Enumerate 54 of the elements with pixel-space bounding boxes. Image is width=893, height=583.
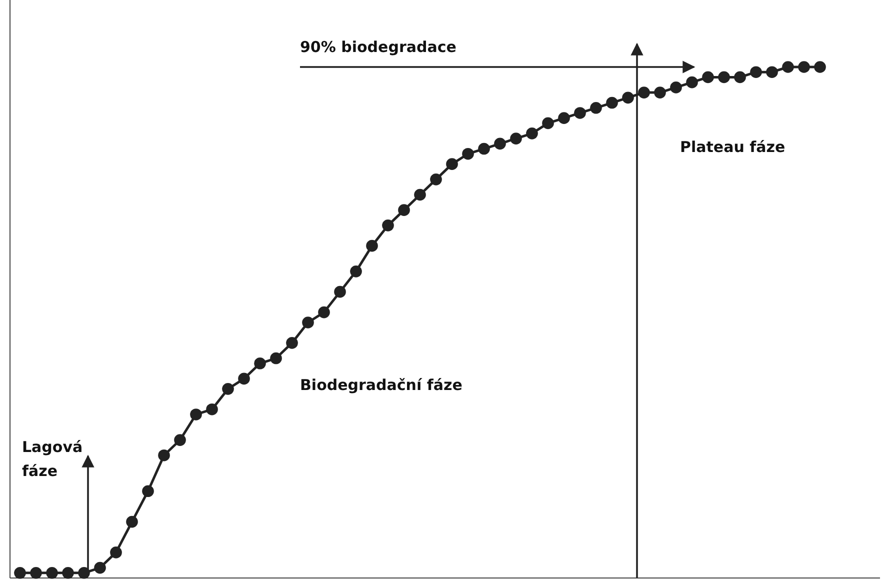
point <box>526 128 538 140</box>
point <box>750 66 762 78</box>
point <box>558 112 570 124</box>
point <box>622 92 634 104</box>
point <box>382 220 394 232</box>
text: 90% biodegradace <box>300 38 456 56</box>
point <box>366 240 378 252</box>
point <box>702 71 714 84</box>
point <box>174 434 186 446</box>
annotation: Lagová fáze <box>22 438 83 480</box>
point <box>238 372 250 385</box>
point <box>110 546 122 558</box>
point <box>270 352 282 364</box>
point <box>414 188 426 201</box>
point <box>478 142 490 155</box>
point <box>510 132 522 144</box>
annotation: Plateau fáze <box>680 138 786 156</box>
point <box>718 71 730 84</box>
point <box>62 566 74 579</box>
point <box>686 76 698 88</box>
point <box>286 337 298 349</box>
point <box>542 117 554 130</box>
point <box>190 408 202 420</box>
point <box>46 566 58 579</box>
point <box>798 61 810 73</box>
point <box>142 485 154 498</box>
point <box>254 357 266 370</box>
point <box>494 138 506 150</box>
point <box>30 566 42 579</box>
point <box>446 158 458 170</box>
point <box>766 66 778 78</box>
point <box>334 286 346 298</box>
point <box>318 306 330 318</box>
point <box>574 107 586 119</box>
point <box>350 265 362 278</box>
point <box>302 316 314 328</box>
point <box>670 82 682 94</box>
point <box>782 61 794 73</box>
point <box>14 566 26 579</box>
point <box>734 71 746 84</box>
point <box>462 148 474 160</box>
point <box>158 449 170 462</box>
point <box>126 516 138 528</box>
point <box>638 86 650 98</box>
point <box>654 86 666 98</box>
point <box>814 61 826 73</box>
point <box>398 204 410 216</box>
point <box>206 403 218 416</box>
point <box>606 96 618 109</box>
point <box>222 383 234 395</box>
point <box>430 174 442 186</box>
point <box>94 562 106 574</box>
point <box>590 102 602 114</box>
annotation: Biodegradační fáze <box>300 376 462 394</box>
